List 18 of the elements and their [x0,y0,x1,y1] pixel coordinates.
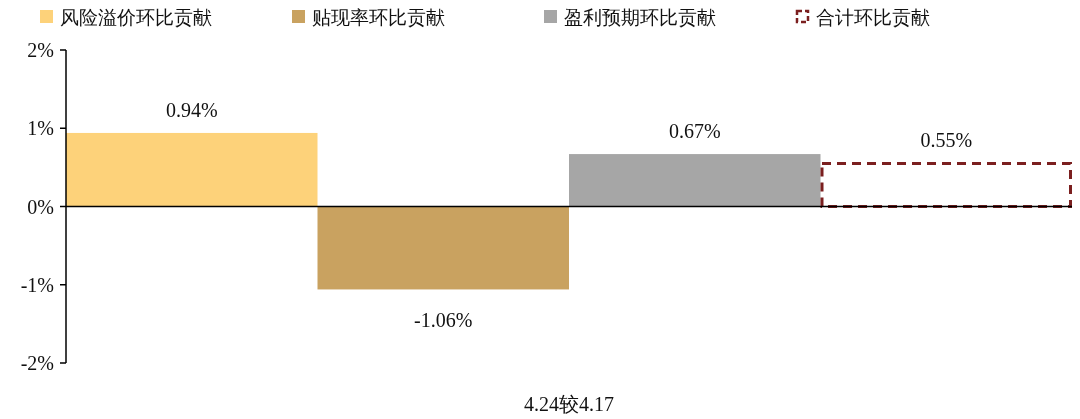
y-tick-label: -2% [20,352,54,374]
legend-label: 合计环比贡献 [816,5,930,28]
legend-label: 盈利预期环比贡献 [564,5,716,28]
y-tick-label: 2% [27,39,54,61]
data-label: 0.94% [165,98,218,121]
legend-label: 贴现率环比贡献 [312,5,445,28]
y-tick-label: 0% [27,195,54,218]
data-label: -1.06% [414,309,473,332]
data-label: 0.55% [920,129,973,152]
bar [66,132,318,207]
bar [317,206,569,290]
y-tick-label: -1% [20,273,54,296]
legend-label: 风险溢价环比贡献 [60,5,212,28]
bar [569,154,821,207]
x-tick-label: 4.24较4.17 [524,393,614,415]
y-tick-label: 1% [27,117,54,140]
data-label: 0.67% [668,120,721,143]
bar [820,161,1072,208]
